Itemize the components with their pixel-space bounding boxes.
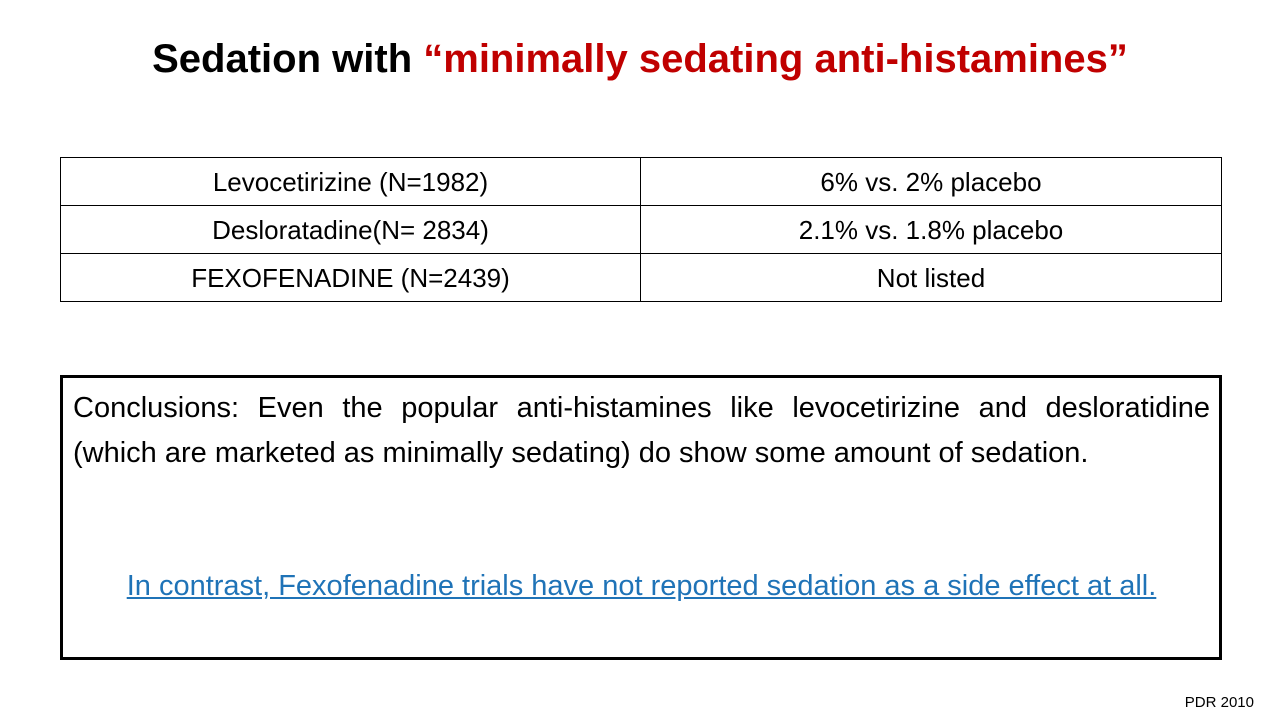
table-row: Desloratadine(N= 2834) 2.1% vs. 1.8% pla…: [60, 205, 1222, 254]
source-citation: PDR 2010: [1184, 694, 1254, 711]
table-row: FEXOFENADINE (N=2439) Not listed: [60, 253, 1222, 302]
conclusion-box: Conclusions: Even the popular anti-hista…: [60, 375, 1222, 660]
result-cell: 6% vs. 2% placebo: [640, 157, 1222, 206]
sedation-table: Levocetirizine (N=1982) 6% vs. 2% placeb…: [60, 157, 1222, 302]
contrast-link[interactable]: In contrast, Fexofenadine trials have no…: [126, 570, 1157, 602]
title-prefix: Sedation with: [152, 37, 424, 81]
conclusion-text: Conclusions: Even the popular anti-hista…: [73, 392, 1210, 469]
drug-cell: Desloratadine(N= 2834): [60, 205, 641, 254]
drug-cell: Levocetirizine (N=1982): [60, 157, 641, 206]
table-row: Levocetirizine (N=1982) 6% vs. 2% placeb…: [60, 157, 1222, 206]
result-cell: 2.1% vs. 1.8% placebo: [640, 205, 1222, 254]
title-accent: “minimally sedating anti-histamines”: [423, 37, 1128, 81]
result-cell: Not listed: [640, 253, 1222, 302]
drug-cell: FEXOFENADINE (N=2439): [60, 253, 641, 302]
slide-title: Sedation with “minimally sedating anti-h…: [0, 32, 1280, 86]
